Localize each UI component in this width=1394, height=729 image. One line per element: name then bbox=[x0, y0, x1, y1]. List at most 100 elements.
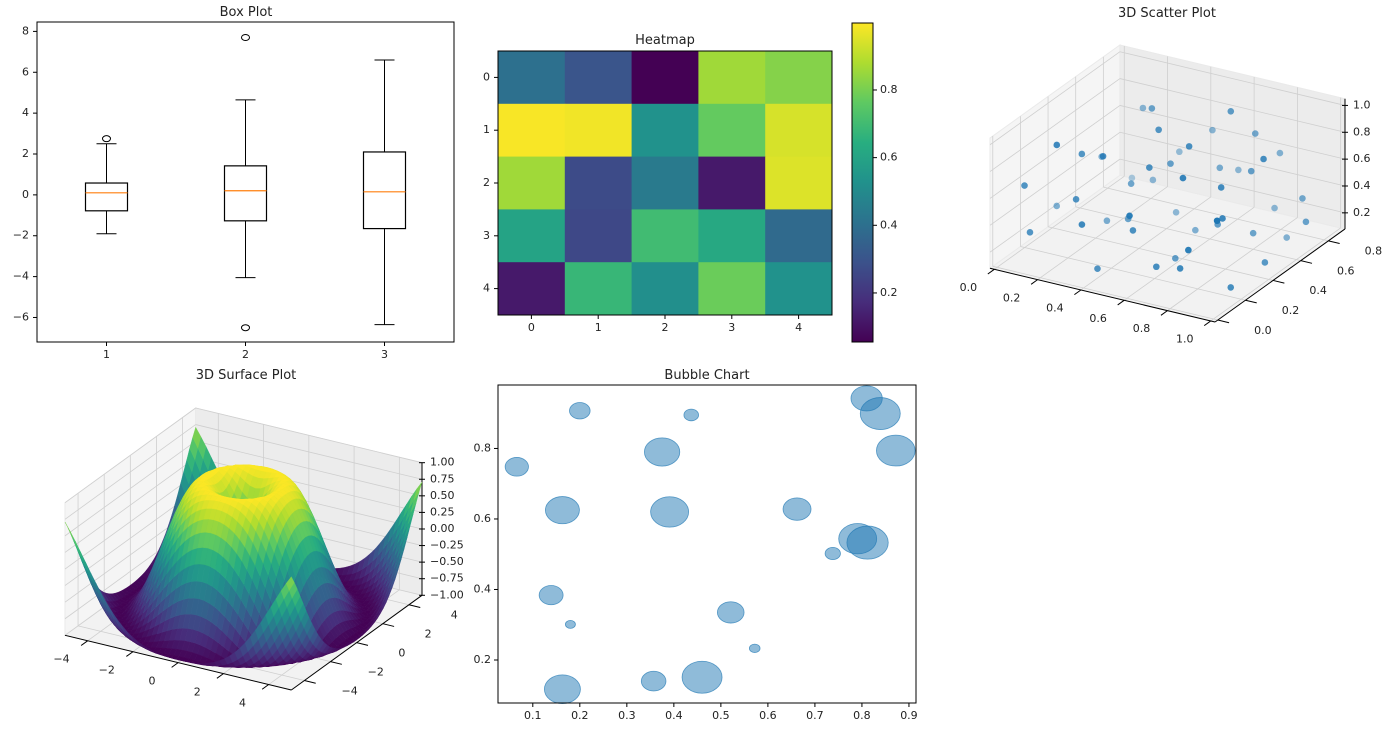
scatter-point bbox=[1094, 265, 1101, 273]
heatmap-cell bbox=[498, 262, 566, 316]
x-tick bbox=[80, 640, 88, 646]
y-tick bbox=[356, 642, 369, 646]
heatmap-cell bbox=[765, 209, 833, 263]
scatter-point bbox=[1053, 141, 1061, 149]
heatmap-cell bbox=[765, 262, 833, 316]
heatmap-cell bbox=[698, 156, 766, 210]
y-tick bbox=[1217, 319, 1230, 324]
x-tick bbox=[171, 662, 179, 668]
x-tick-label: 0.9 bbox=[900, 709, 918, 722]
grid-line bbox=[195, 424, 423, 480]
x-tick-label: 2 bbox=[662, 321, 669, 334]
grid-line bbox=[195, 407, 423, 464]
box bbox=[223, 165, 268, 222]
scatter-point bbox=[1099, 152, 1107, 160]
x-tick-label: 0.4 bbox=[1046, 302, 1064, 315]
grid-line bbox=[1075, 206, 1301, 262]
z-tick-label: −0.50 bbox=[430, 555, 464, 568]
colorbar-tick-label: 0.8 bbox=[880, 83, 898, 96]
scatter-point bbox=[1213, 217, 1221, 225]
z-tick-label: 1.0 bbox=[1353, 98, 1371, 111]
scatter-point bbox=[1179, 174, 1187, 182]
y-tick-label: −2 bbox=[368, 666, 384, 679]
outlier-point bbox=[241, 324, 250, 332]
y-tick-label: 6 bbox=[22, 65, 29, 78]
grid-line bbox=[1119, 105, 1346, 160]
scatter-point bbox=[1153, 263, 1160, 271]
x-tick-label: −4 bbox=[53, 653, 69, 666]
y-tick bbox=[382, 623, 395, 627]
x-tick-label: 4 bbox=[239, 696, 246, 709]
scatter-point bbox=[1235, 166, 1242, 174]
x-tick-label: 1 bbox=[595, 321, 602, 334]
grid-line bbox=[1119, 158, 1346, 214]
bubble bbox=[782, 497, 812, 521]
heatmap-cell bbox=[498, 103, 566, 158]
grid-line bbox=[64, 440, 196, 537]
y-tick-label: 0.8 bbox=[474, 441, 492, 454]
y-tick-label: 0.4 bbox=[1309, 284, 1327, 297]
z-tick-label: −1.00 bbox=[430, 588, 464, 601]
scatter-point bbox=[1249, 229, 1257, 237]
heatmap-cell bbox=[564, 262, 633, 316]
y-tick bbox=[1300, 260, 1313, 264]
box-plot-title: Box Plot bbox=[220, 5, 273, 20]
scatter-point bbox=[1149, 176, 1157, 184]
bubble bbox=[876, 434, 916, 467]
heatmap-cell bbox=[698, 262, 766, 316]
x-tick-label: 0.4 bbox=[665, 709, 683, 722]
y-tick-label: −4 bbox=[342, 684, 358, 697]
surface-face bbox=[237, 511, 246, 528]
grid-line bbox=[989, 105, 1121, 199]
heatmap-cell bbox=[765, 103, 833, 158]
y-tick-label: 4 bbox=[22, 106, 29, 119]
bubble bbox=[564, 619, 576, 629]
scatter-point bbox=[1261, 259, 1269, 266]
x-tick-label: 0.0 bbox=[960, 281, 978, 294]
bubble bbox=[644, 437, 681, 467]
grid-line bbox=[1037, 186, 1168, 280]
grid-line bbox=[992, 265, 1218, 321]
x-tick-label: 0 bbox=[149, 675, 156, 688]
scatter-point bbox=[1021, 182, 1028, 189]
scatter-point bbox=[1227, 107, 1235, 115]
x-tick-label: 0.8 bbox=[853, 709, 871, 722]
x-tick-label: 0.1 bbox=[524, 709, 542, 722]
z-tick-label: 0.4 bbox=[1353, 179, 1371, 192]
scatter-point bbox=[1127, 180, 1135, 187]
x-tick-label: 0 bbox=[528, 321, 535, 334]
outlier-point bbox=[241, 34, 250, 42]
grid-line bbox=[1119, 51, 1346, 106]
colorbar-tick-label: 0.4 bbox=[880, 218, 898, 231]
scatter-point bbox=[1176, 265, 1184, 272]
x-tick-label: 0.8 bbox=[1133, 322, 1151, 335]
scatter-point bbox=[1299, 195, 1306, 202]
scatter-point bbox=[1216, 164, 1224, 172]
heatmap-cell bbox=[765, 51, 833, 105]
z-tick-label: 0.50 bbox=[430, 489, 455, 502]
y-tick-label: 0.6 bbox=[474, 512, 492, 525]
y-tick bbox=[408, 604, 421, 608]
x-tick-label: −2 bbox=[99, 664, 115, 677]
y-tick-label: 2 bbox=[483, 176, 490, 189]
heatmap-cell bbox=[631, 156, 699, 210]
scatter-point bbox=[1217, 184, 1225, 191]
scatter-point bbox=[1167, 160, 1174, 167]
bubble-chart-title: Bubble Chart bbox=[664, 368, 749, 383]
heatmap-cell bbox=[698, 209, 766, 263]
grid-line bbox=[1119, 131, 1346, 187]
y-tick-label: 0.6 bbox=[1337, 264, 1355, 277]
box-plot-frame bbox=[36, 21, 455, 343]
x-tick bbox=[1074, 289, 1082, 296]
x-tick-label: 2 bbox=[194, 686, 201, 699]
scatter-point bbox=[1139, 104, 1147, 112]
x-tick-label: 0.6 bbox=[759, 709, 777, 722]
scatter-point bbox=[1146, 164, 1153, 171]
z-tick-label: 0.00 bbox=[430, 522, 455, 535]
scatter-point bbox=[1155, 126, 1162, 134]
bubble bbox=[545, 496, 580, 525]
scatter-point bbox=[1219, 215, 1226, 222]
y-tick-label: −2 bbox=[13, 229, 29, 242]
y-tick-label: 0.0 bbox=[1254, 324, 1272, 337]
heatmap-cell bbox=[498, 51, 566, 105]
